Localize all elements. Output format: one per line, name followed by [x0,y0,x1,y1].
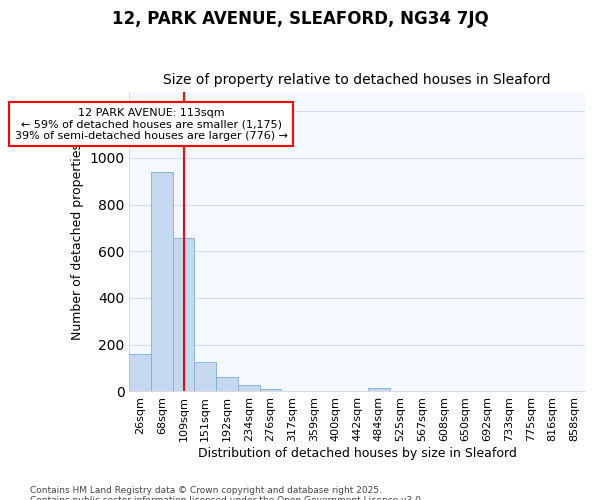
Title: Size of property relative to detached houses in Sleaford: Size of property relative to detached ho… [163,73,551,87]
Bar [260,388,281,392]
Bar [368,388,390,392]
Bar [238,385,260,392]
Y-axis label: Number of detached properties: Number of detached properties [71,144,84,340]
Text: Contains HM Land Registry data © Crown copyright and database right 2025.: Contains HM Land Registry data © Crown c… [30,486,382,495]
Text: 12, PARK AVENUE, SLEAFORD, NG34 7JQ: 12, PARK AVENUE, SLEAFORD, NG34 7JQ [112,10,488,28]
Bar [173,238,194,392]
Text: 12 PARK AVENUE: 113sqm
← 59% of detached houses are smaller (1,175)
39% of semi-: 12 PARK AVENUE: 113sqm ← 59% of detached… [14,108,287,140]
Bar [130,354,151,392]
Bar [194,362,216,392]
Text: Contains public sector information licensed under the Open Government Licence v3: Contains public sector information licen… [30,496,424,500]
Bar [216,378,238,392]
Bar [151,172,173,392]
X-axis label: Distribution of detached houses by size in Sleaford: Distribution of detached houses by size … [198,447,517,460]
